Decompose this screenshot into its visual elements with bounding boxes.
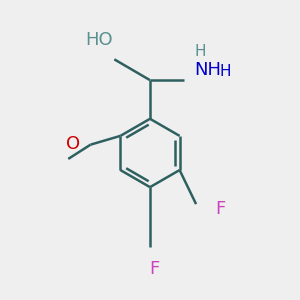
Text: O: O bbox=[66, 135, 80, 153]
Text: F: F bbox=[149, 260, 160, 278]
Text: H: H bbox=[195, 44, 206, 59]
Text: HO: HO bbox=[86, 31, 113, 49]
Text: NH: NH bbox=[195, 61, 222, 79]
Text: F: F bbox=[215, 200, 226, 218]
Text: H: H bbox=[220, 64, 231, 79]
